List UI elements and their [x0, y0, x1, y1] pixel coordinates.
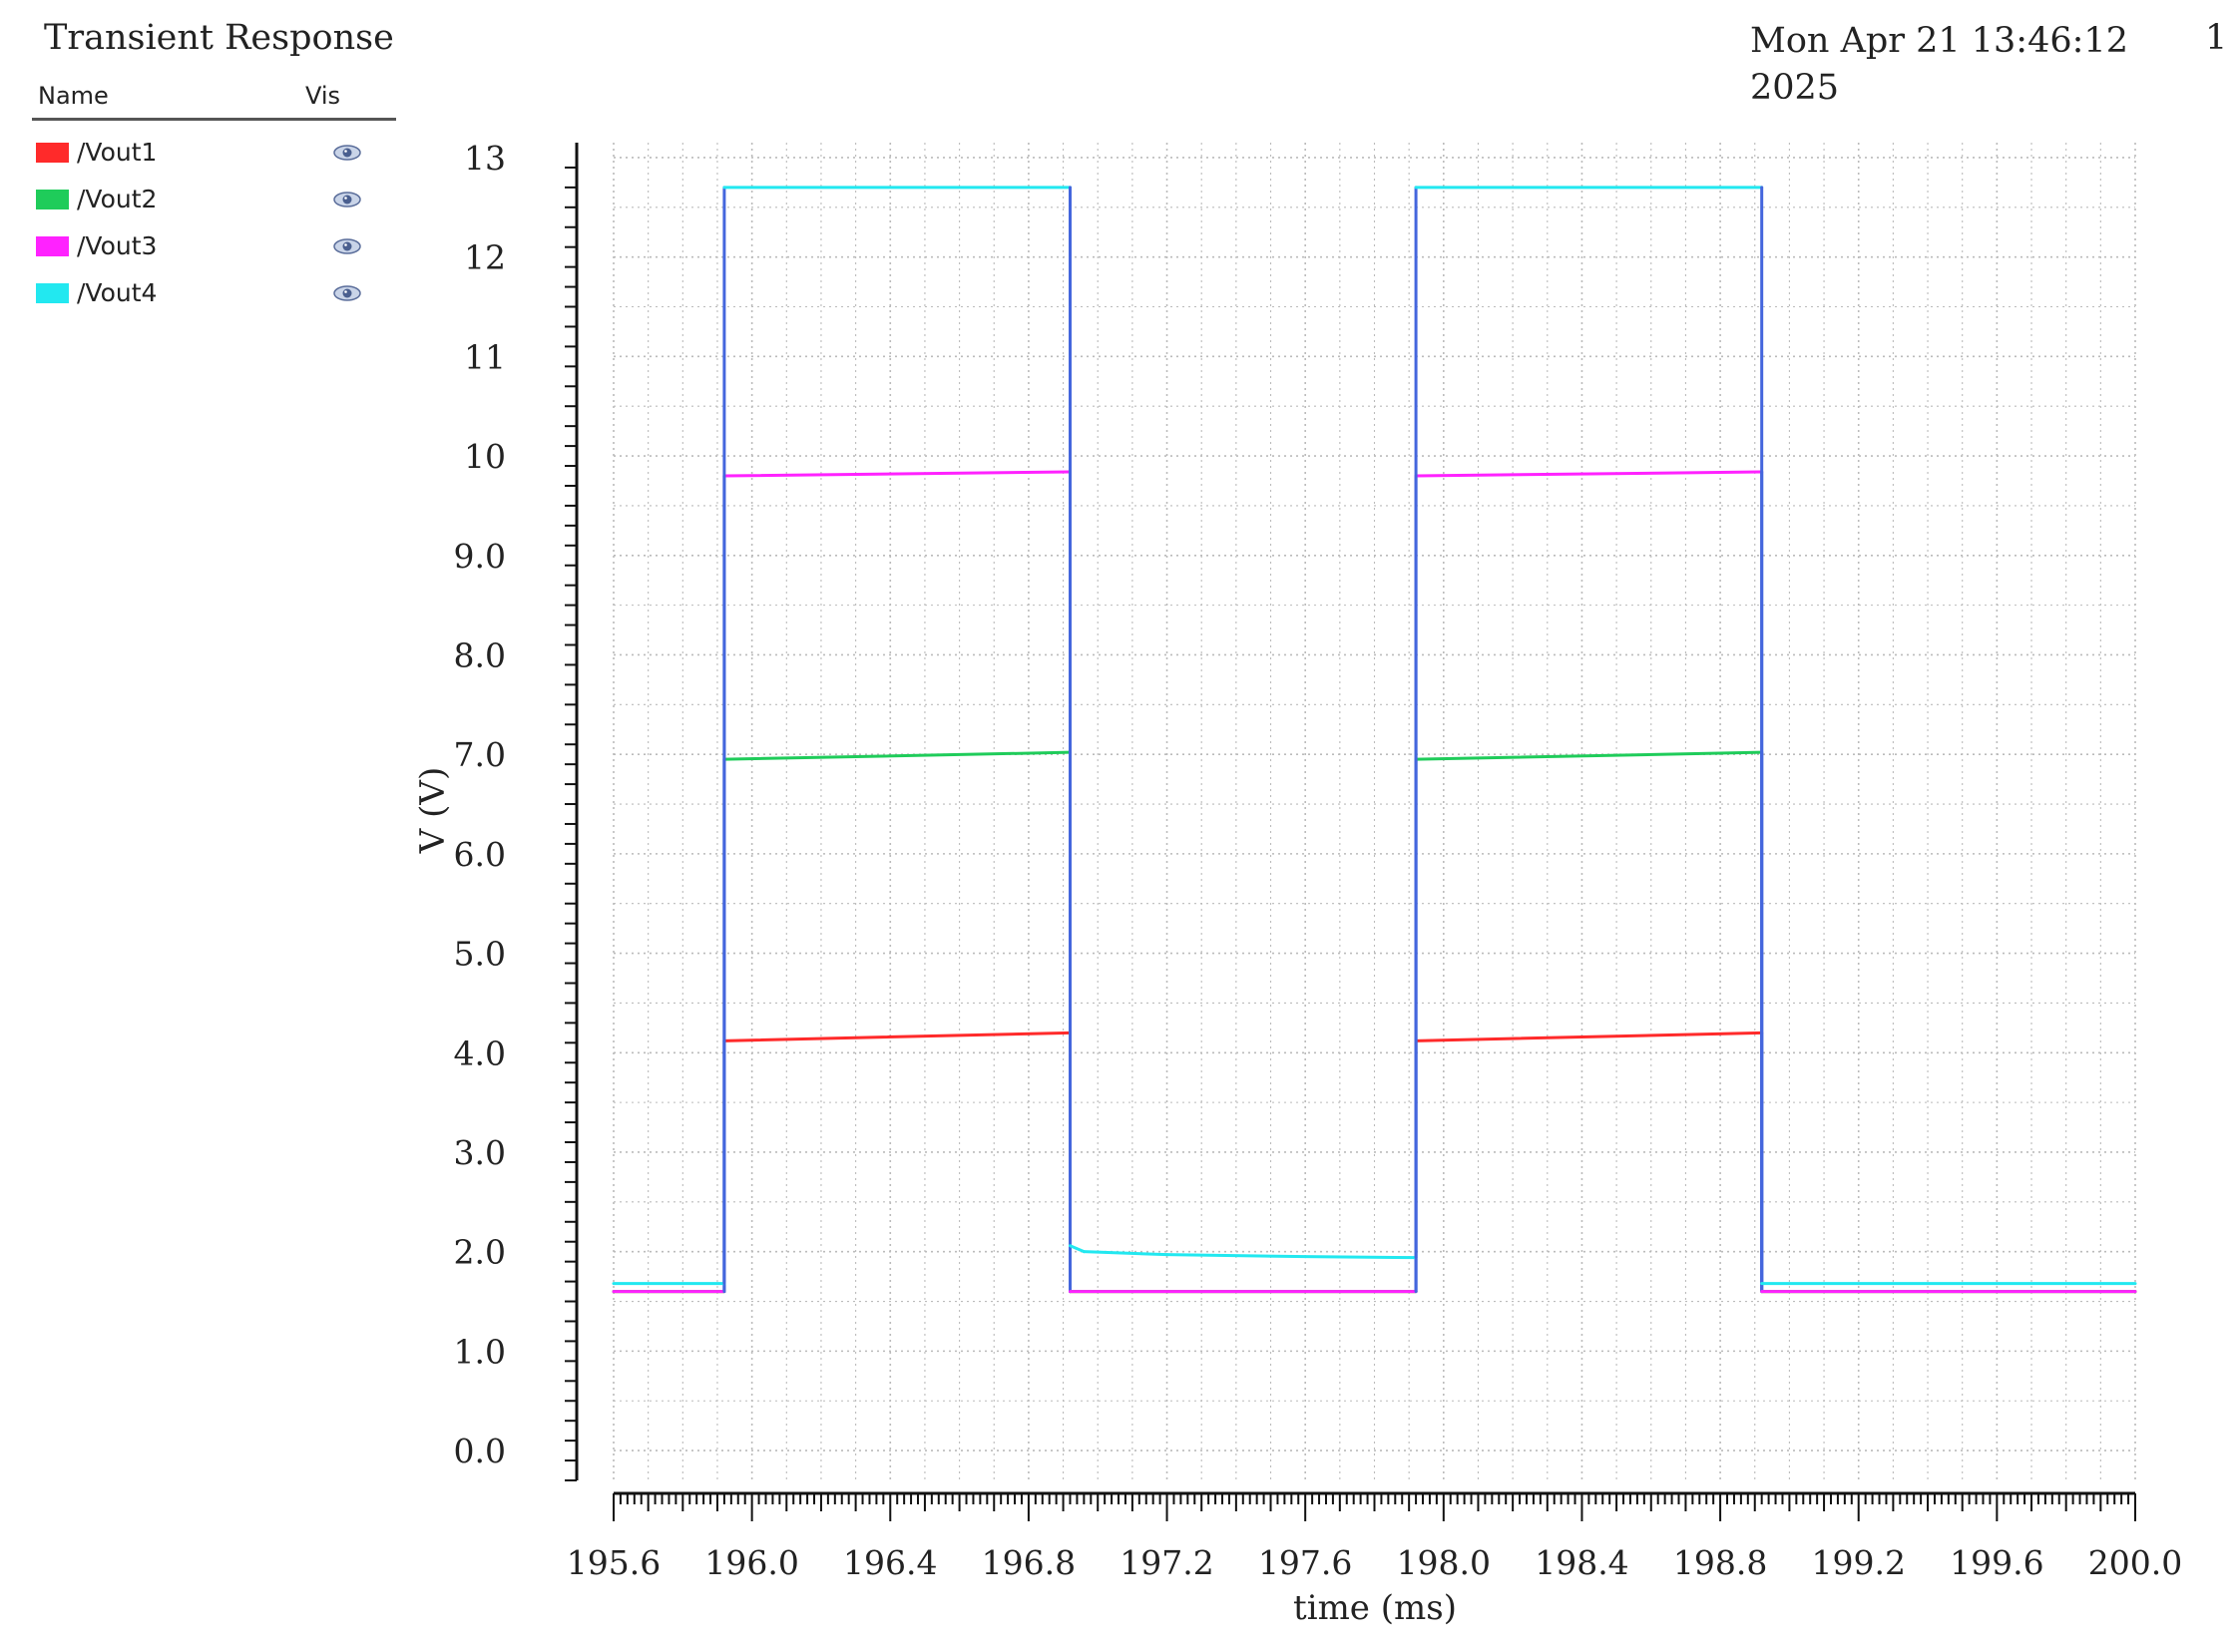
- y-tick-label: 11: [464, 337, 506, 376]
- y-tick-label: 1.0: [454, 1332, 506, 1371]
- eye-icon[interactable]: [332, 283, 362, 303]
- y-tick-label: 9.0: [454, 537, 506, 576]
- x-tick-label: 200.0: [2088, 1543, 2182, 1582]
- legend-item-vout4[interactable]: /Vout4: [32, 269, 396, 316]
- legend-item-vout1[interactable]: /Vout1: [32, 129, 396, 176]
- x-tick-label: 196.0: [704, 1543, 798, 1582]
- legend-vis-header: Vis: [304, 82, 340, 110]
- series-vout2-segment: [722, 750, 1072, 761]
- chart-title: Transient Response: [44, 18, 394, 58]
- x-tick-label: 195.6: [567, 1543, 661, 1582]
- x-tick-label: 199.6: [1950, 1543, 2043, 1582]
- series-vout4-segment: [1303, 1255, 1418, 1260]
- series-vout2-segment: [1414, 750, 1764, 761]
- y-tick-label: 0.0: [454, 1432, 506, 1470]
- x-axis-label: time (ms): [1293, 1588, 1457, 1628]
- x-tick-label: 198.8: [1673, 1543, 1767, 1582]
- y-tick-label: 2.0: [454, 1233, 506, 1272]
- x-tick-label: 197.2: [1120, 1543, 1213, 1582]
- y-tick-label: 12: [464, 238, 506, 277]
- eye-icon[interactable]: [332, 236, 362, 256]
- x-tick-label: 199.2: [1811, 1543, 1905, 1582]
- legend-item-vout2[interactable]: /Vout2: [32, 176, 396, 222]
- x-tick-label: 197.6: [1258, 1543, 1352, 1582]
- y-tick-label: 8.0: [454, 635, 506, 674]
- legend-panel: Name Vis /Vout1/Vout2/Vout3/Vout4: [32, 82, 396, 316]
- legend-header: Name Vis: [32, 82, 396, 121]
- series-vout1-segment: [722, 1031, 1072, 1042]
- timestamp: Mon Apr 21 13:46:12 2025: [1750, 18, 2128, 112]
- x-tick-label: 198.4: [1535, 1543, 1628, 1582]
- series-vout4-segment: [1165, 1253, 1307, 1259]
- series-vout3-segment: [1414, 470, 1764, 478]
- legend-swatch: [36, 189, 69, 209]
- y-tick-label: 5.0: [454, 935, 506, 974]
- legend-rows: /Vout1/Vout2/Vout3/Vout4: [32, 129, 396, 316]
- legend-swatch: [36, 235, 69, 256]
- eye-icon[interactable]: [332, 190, 362, 209]
- series-vout4-segment: [1082, 1250, 1169, 1257]
- legend-swatch: [36, 142, 69, 163]
- y-tick-label: 7.0: [454, 735, 506, 774]
- x-tick-label: 198.0: [1397, 1543, 1491, 1582]
- legend-swatch: [36, 282, 69, 303]
- x-tick-label: 196.4: [843, 1543, 937, 1582]
- timestamp-line1: Mon Apr 21 13:46:12: [1750, 21, 2128, 61]
- legend-label: /Vout1: [77, 138, 158, 167]
- x-tick-label: 196.8: [982, 1543, 1076, 1582]
- legend-item-vout3[interactable]: /Vout3: [32, 222, 396, 269]
- series-vout1-segment: [1414, 1031, 1764, 1042]
- legend-name-header: Name: [38, 82, 109, 110]
- y-tick-label: 6.0: [454, 835, 506, 874]
- legend-label: /Vout3: [77, 231, 158, 260]
- timestamp-line2: 2025: [1750, 68, 1840, 108]
- y-tick-label: 4.0: [454, 1033, 506, 1072]
- y-tick-label: 10: [464, 437, 506, 476]
- y-axis-label: V (V): [413, 767, 453, 854]
- legend-label: /Vout2: [77, 185, 158, 213]
- y-tick-label: 13: [464, 139, 506, 178]
- y-tick-label: 3.0: [454, 1133, 506, 1172]
- legend-label: /Vout4: [77, 278, 158, 307]
- page-number: 1: [2205, 18, 2228, 58]
- series-vout3-segment: [722, 470, 1072, 478]
- series-vout4-segment: [1069, 1244, 1086, 1254]
- eye-icon[interactable]: [332, 143, 362, 163]
